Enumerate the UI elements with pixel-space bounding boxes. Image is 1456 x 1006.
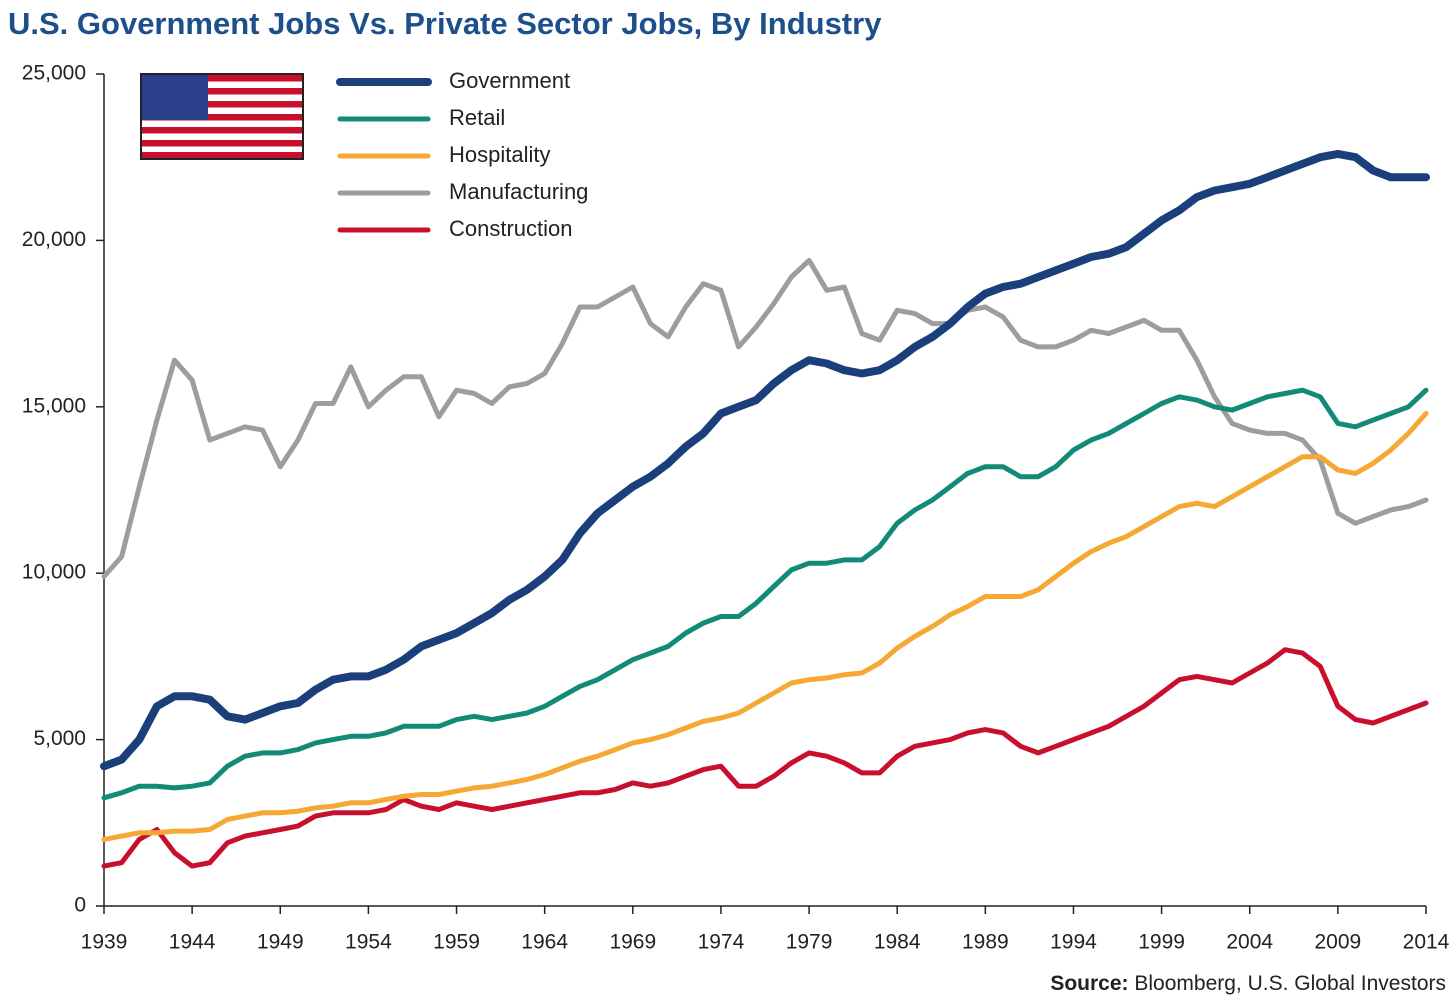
- x-tick-label: 2014: [1403, 931, 1450, 954]
- series-line: [100, 149, 1430, 771]
- legend-label: Manufacturing: [449, 179, 588, 204]
- x-tick-label: 1944: [169, 931, 216, 954]
- x-tick-label: 1949: [257, 931, 304, 954]
- x-tick-label: 1939: [81, 931, 128, 954]
- x-tick-label: 2004: [1226, 931, 1273, 954]
- x-tick-label: 1984: [874, 931, 921, 954]
- x-tick-label: 1989: [962, 931, 1009, 954]
- x-tick-label: 1954: [345, 931, 392, 954]
- y-tick-label: 20,000: [22, 228, 86, 251]
- series-line: [101, 647, 1429, 869]
- y-tick-label: 5,000: [33, 727, 86, 750]
- series-line: [101, 387, 1429, 801]
- x-tick-label: 1979: [786, 931, 833, 954]
- legend-label: Retail: [449, 105, 505, 130]
- y-tick-label: 25,000: [22, 62, 86, 85]
- x-tick-label: 1969: [609, 931, 656, 954]
- legend-label: Construction: [449, 216, 573, 241]
- y-tick-label: 15,000: [22, 394, 86, 417]
- y-tick-label: 10,000: [22, 561, 86, 584]
- flag: [140, 73, 304, 160]
- x-tick-label: 1994: [1050, 931, 1097, 954]
- y-tick-label: 0: [74, 894, 86, 917]
- legend-label: Government: [449, 68, 570, 93]
- x-tick-label: 1999: [1138, 931, 1185, 954]
- x-tick-label: 1964: [521, 931, 568, 954]
- source-label: Source:: [1050, 972, 1128, 995]
- chart-title: U.S. Government Jobs Vs. Private Sector …: [8, 6, 882, 41]
- source: Source: Bloomberg, U.S. Global Investors: [1050, 972, 1446, 995]
- legend-label: Hospitality: [449, 142, 550, 167]
- source-text: Bloomberg, U.S. Global Investors: [1134, 972, 1446, 995]
- x-tick-label: 2009: [1315, 931, 1362, 954]
- x-tick-label: 1974: [698, 931, 745, 954]
- x-tick-label: 1959: [433, 931, 480, 954]
- series-line: [101, 411, 1429, 842]
- series-line: [101, 257, 1429, 579]
